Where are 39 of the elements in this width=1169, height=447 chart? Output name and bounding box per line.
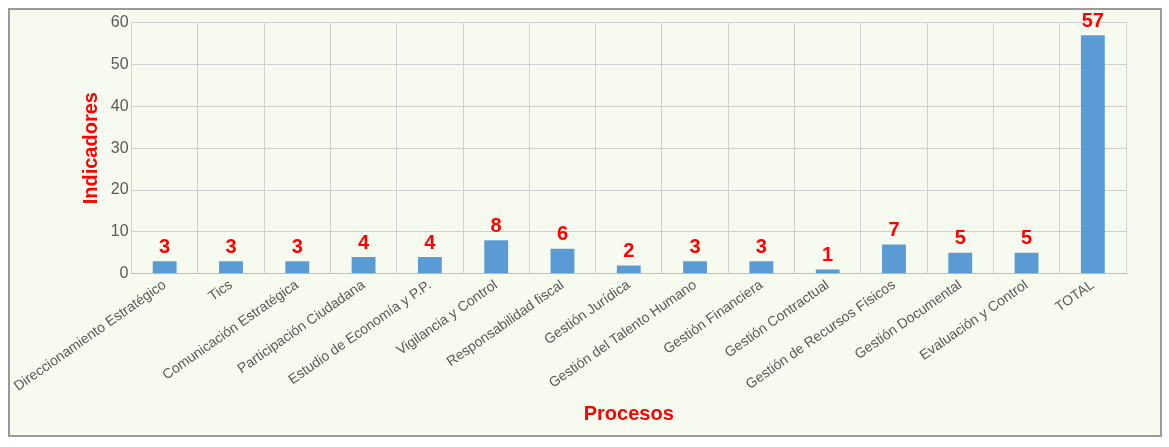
- data-label: 6: [556, 222, 569, 245]
- data-label: 5: [954, 226, 966, 249]
- data-label: 5: [1020, 226, 1033, 249]
- y-tick-label: 10: [110, 222, 129, 240]
- bar: [616, 265, 641, 274]
- bar: [152, 261, 177, 274]
- data-label: 8: [490, 213, 502, 236]
- data-label: 4: [358, 230, 371, 253]
- bar: [417, 257, 442, 274]
- data-label: 3: [689, 234, 701, 257]
- bar: [882, 244, 906, 274]
- y-tick-label: 20: [110, 180, 129, 198]
- data-label: 3: [159, 234, 171, 257]
- bar: [219, 261, 243, 274]
- x-tick-label: Tics: [205, 276, 235, 304]
- data-label: 1: [822, 243, 834, 266]
- y-tick-label: 40: [110, 96, 129, 114]
- data-label: 3: [755, 234, 767, 257]
- data-label: 4: [424, 230, 437, 253]
- y-tick-label: 50: [110, 54, 129, 72]
- data-label: 3: [291, 234, 303, 257]
- data-label: 3: [225, 234, 237, 257]
- data-label: 57: [1081, 8, 1104, 31]
- y-tick-label: 60: [110, 13, 129, 31]
- bar: [285, 261, 310, 274]
- bar: [351, 257, 376, 274]
- y-tick-label: 0: [119, 264, 129, 282]
- data-label: 2: [623, 238, 635, 261]
- bar: [1014, 252, 1039, 274]
- data-label: 7: [888, 218, 900, 241]
- bar: [948, 252, 973, 274]
- bar: [683, 261, 707, 274]
- bar: [550, 248, 575, 274]
- bar: [1080, 35, 1105, 274]
- bar: [749, 261, 774, 274]
- y-tick-label: 30: [110, 138, 129, 156]
- bar: [484, 240, 509, 274]
- y-axis-title: Indicadores: [79, 92, 102, 205]
- x-axis-title: Procesos: [583, 401, 674, 424]
